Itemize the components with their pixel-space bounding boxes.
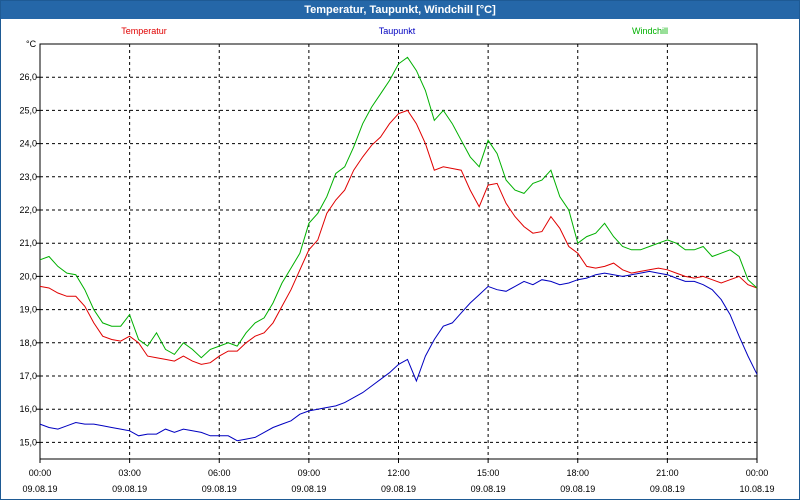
x-tick-time: 06:00: [208, 468, 231, 478]
x-tick-time: 12:00: [387, 468, 410, 478]
x-tick-date: 10.08.19: [739, 484, 774, 494]
x-tick-date: 09.08.19: [291, 484, 326, 494]
x-tick-time: 03:00: [118, 468, 141, 478]
x-tick-time: 00:00: [746, 468, 769, 478]
x-tick-date: 09.08.19: [560, 484, 595, 494]
x-tick-time: 00:00: [29, 468, 52, 478]
y-tick-label: 19,0: [19, 305, 37, 315]
y-tick-label: 20,0: [19, 271, 37, 281]
y-tick-label: 24,0: [19, 139, 37, 149]
x-tick-date: 09.08.19: [471, 484, 506, 494]
y-tick-label: 15,0: [19, 437, 37, 447]
legend-temperatur: Temperatur: [121, 26, 167, 36]
x-tick-time: 09:00: [298, 468, 321, 478]
series-line-taupunkt: [39, 270, 758, 442]
series-lines: [39, 56, 758, 442]
y-tick-label: 16,0: [19, 404, 37, 414]
x-tick-date: 09.08.19: [22, 484, 57, 494]
x-axis: 00:00 09.08.19 03:00 09.08.19 06:00 09.08.19 0…: [22, 459, 775, 494]
y-tick-label: 17,0: [19, 371, 37, 381]
y-tick-label: 25,0: [19, 105, 37, 115]
y-axis: 15,0 16,0 17,0 18,0 19,0 20,0 21,0 22,0 23,0 24,0…: [19, 72, 40, 447]
series-line-windchill: [39, 56, 758, 359]
y-tick-label: 22,0: [19, 205, 37, 215]
x-tick-date: 09.08.19: [202, 484, 237, 494]
window-title: Temperatur, Taupunkt, Windchill [°C]: [1, 1, 799, 19]
x-tick-time: 15:00: [477, 468, 500, 478]
x-tick-date: 09.08.19: [381, 484, 416, 494]
series-line-temperatur: [39, 109, 758, 365]
x-tick-time: 18:00: [566, 468, 589, 478]
legend-windchill: Windchill: [632, 26, 668, 36]
legend: Temperatur Taupunkt Windchill: [121, 26, 668, 36]
y-axis-unit: °C: [26, 39, 37, 49]
y-tick-label: 26,0: [19, 72, 37, 82]
grid-lines: [40, 44, 757, 459]
legend-taupunkt: Taupunkt: [379, 26, 416, 36]
x-tick-time: 21:00: [656, 468, 679, 478]
x-tick-date: 09.08.19: [650, 484, 685, 494]
x-tick-date: 09.08.19: [112, 484, 147, 494]
y-tick-label: 18,0: [19, 338, 37, 348]
y-tick-label: 21,0: [19, 238, 37, 248]
y-tick-label: 23,0: [19, 172, 37, 182]
